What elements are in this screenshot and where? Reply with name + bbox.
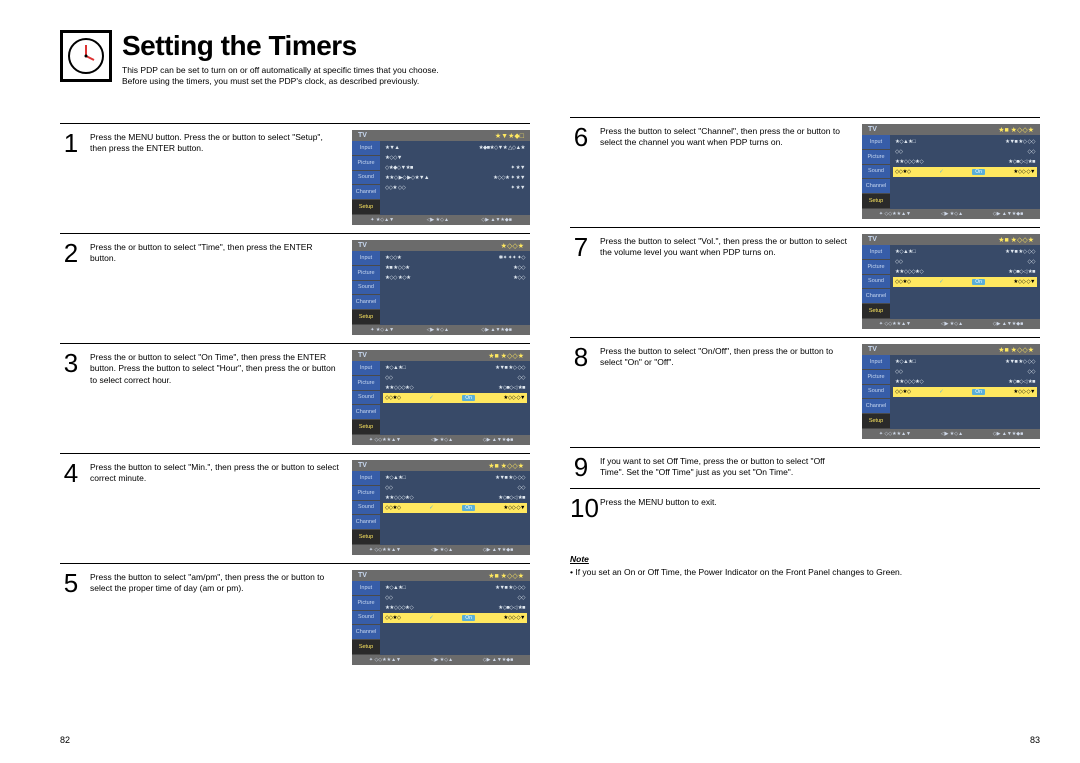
osd-screenshot: TV★■ ★◇◇★InputPictureSoundChannelSetup★◇… [352,350,530,445]
note-block: Note • If you set an On or Off Time, the… [570,554,1040,578]
step-number: 3 [60,350,82,376]
step-number: 9 [570,454,592,480]
step-text: Press the MENU button to exit. [600,495,854,508]
step-row: 8 Press the button to select "On/Off", th… [570,337,1040,447]
clock-icon [60,30,112,82]
osd-screenshot: TV★◇◇★InputPictureSoundChannelSetup★◇◇★✱… [352,240,530,335]
osd-screenshot: TV★■ ★◇◇★InputPictureSoundChannelSetup★◇… [862,344,1040,439]
step-row: 7 Press the button to select "Vol.", then… [570,227,1040,337]
step-row: 4 Press the button to select "Min.", then… [60,453,530,563]
step-row: 3 Press the or button to select "On Time"… [60,343,530,453]
osd-screenshot: TV★▼★◆□InputPictureSoundChannelSetup★▼▲★… [352,130,530,225]
page-number-left: 82 [60,735,70,745]
step-number: 8 [570,344,592,370]
steps-right-column: 6 Press the button to select "Channel", t… [570,117,1040,529]
step-text: Press the or button to select "On Time",… [90,350,344,386]
step-number: 2 [60,240,82,266]
step-text: Press the or button to select "Time", th… [90,240,344,265]
step-number: 4 [60,460,82,486]
step-text: Press the button to select "am/pm", then… [90,570,344,595]
page-number-right: 83 [1030,735,1040,745]
step-text: If you want to set Off Time, press the o… [600,454,854,479]
step-row: 6 Press the button to select "Channel", t… [570,117,1040,227]
step-number: 10 [570,495,592,521]
page-subtitle: This PDP can be set to turn on or off au… [122,65,439,88]
step-text: Press the button to select "Min.", then … [90,460,344,485]
step-row: 1 Press the MENU button. Press the or but… [60,123,530,233]
step-number: 7 [570,234,592,260]
step-text: Press the button to select "Channel", th… [600,124,854,149]
osd-screenshot: TV★■ ★◇◇★InputPictureSoundChannelSetup★◇… [352,570,530,665]
note-title: Note [570,554,1040,564]
step-number: 6 [570,124,592,150]
step-text: Press the button to select "On/Off", the… [600,344,854,369]
step-text: Press the MENU button. Press the or butt… [90,130,344,155]
step-row: 9 If you want to set Off Time, press the … [570,447,1040,488]
note-body: • If you set an On or Off Time, the Powe… [570,567,1040,578]
osd-screenshot: TV★■ ★◇◇★InputPictureSoundChannelSetup★◇… [862,234,1040,329]
step-text: Press the button to select "Vol.", then … [600,234,854,259]
step-row: 2 Press the or button to select "Time", t… [60,233,530,343]
page-title: Setting the Timers [122,30,439,62]
page-header: Setting the Timers This PDP can be set t… [60,30,530,88]
osd-screenshot: TV★■ ★◇◇★InputPictureSoundChannelSetup★◇… [862,124,1040,219]
step-row: 10 Press the MENU button to exit. [570,488,1040,529]
step-number: 5 [60,570,82,596]
osd-screenshot: TV★■ ★◇◇★InputPictureSoundChannelSetup★◇… [352,460,530,555]
step-row: 5 Press the button to select "am/pm", the… [60,563,530,673]
step-number: 1 [60,130,82,156]
steps-left-column: 1 Press the MENU button. Press the or but… [60,123,530,673]
